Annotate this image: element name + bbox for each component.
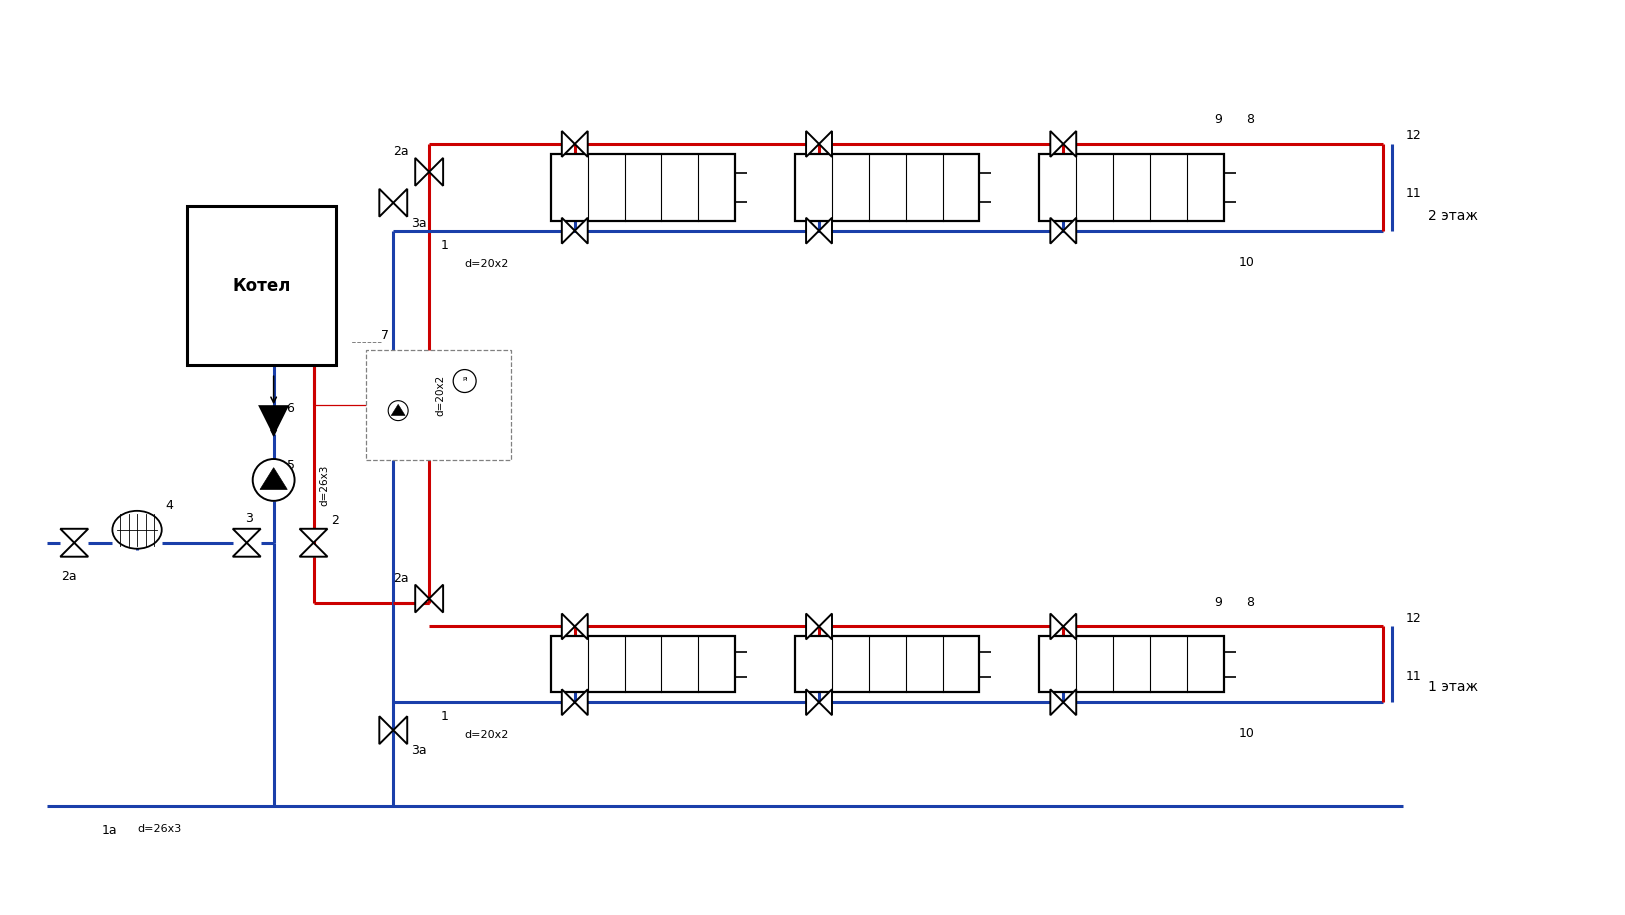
Bar (795, 637, 980, 693)
Polygon shape (416, 158, 429, 186)
Text: 2а: 2а (62, 570, 76, 583)
Text: 4: 4 (166, 499, 172, 511)
Circle shape (388, 401, 408, 421)
Polygon shape (260, 468, 288, 490)
Text: 3а: 3а (411, 217, 427, 230)
Ellipse shape (112, 511, 162, 549)
Text: d=26x3: d=26x3 (136, 824, 182, 834)
Bar (366, 350, 510, 460)
Polygon shape (575, 614, 588, 640)
Bar (551, 154, 734, 221)
Text: 1: 1 (440, 239, 449, 252)
Text: 8: 8 (1246, 113, 1253, 126)
Polygon shape (416, 585, 429, 612)
Text: 1а: 1а (102, 824, 117, 837)
Text: 9: 9 (1214, 596, 1222, 608)
Polygon shape (1050, 614, 1063, 640)
Polygon shape (1050, 131, 1063, 156)
Text: 7: 7 (380, 329, 388, 342)
Text: 2: 2 (332, 514, 340, 527)
Polygon shape (232, 529, 260, 543)
Polygon shape (60, 529, 88, 543)
Text: 10: 10 (1238, 727, 1254, 740)
Text: 2а: 2а (393, 572, 410, 585)
Text: 1 этаж: 1 этаж (1428, 680, 1479, 694)
Text: 12: 12 (1406, 612, 1420, 625)
Polygon shape (819, 614, 832, 640)
Bar (1040, 637, 1224, 693)
Text: Котел: Котел (232, 276, 291, 295)
Polygon shape (379, 716, 393, 744)
Polygon shape (429, 158, 444, 186)
Circle shape (254, 459, 294, 501)
Polygon shape (1050, 689, 1063, 716)
Text: 9: 9 (1214, 113, 1222, 126)
Text: 2а: 2а (393, 145, 410, 158)
Text: 1: 1 (440, 710, 449, 723)
Text: d=20x2: d=20x2 (436, 374, 445, 415)
Polygon shape (819, 689, 832, 716)
Text: 3: 3 (245, 511, 252, 525)
Polygon shape (1063, 689, 1076, 716)
Polygon shape (1063, 218, 1076, 243)
Text: 5: 5 (286, 459, 294, 472)
Bar (187, 206, 336, 365)
Text: d=26x3: d=26x3 (320, 464, 330, 506)
Text: 10: 10 (1238, 255, 1254, 269)
Text: 6: 6 (286, 402, 294, 415)
Polygon shape (806, 218, 819, 243)
Polygon shape (299, 529, 328, 543)
Polygon shape (806, 689, 819, 716)
Polygon shape (819, 218, 832, 243)
Polygon shape (393, 716, 408, 744)
Bar (1040, 154, 1224, 221)
Text: PI: PI (461, 377, 468, 382)
Polygon shape (260, 406, 288, 434)
Polygon shape (299, 543, 328, 556)
Polygon shape (1063, 614, 1076, 640)
Polygon shape (562, 614, 575, 640)
Bar (551, 637, 734, 693)
Polygon shape (562, 131, 575, 156)
Polygon shape (60, 543, 88, 556)
Polygon shape (232, 543, 260, 556)
Polygon shape (1063, 131, 1076, 156)
Polygon shape (562, 689, 575, 716)
Polygon shape (819, 131, 832, 156)
Text: 11: 11 (1406, 188, 1420, 200)
Text: d=20x2: d=20x2 (465, 259, 509, 269)
Polygon shape (575, 131, 588, 156)
Polygon shape (575, 218, 588, 243)
Polygon shape (562, 218, 575, 243)
Polygon shape (1050, 218, 1063, 243)
Polygon shape (392, 404, 405, 415)
Polygon shape (806, 131, 819, 156)
Text: d=20x2: d=20x2 (465, 730, 509, 740)
Text: 8: 8 (1246, 596, 1253, 608)
Polygon shape (393, 188, 408, 217)
Text: 12: 12 (1406, 130, 1420, 143)
Text: 11: 11 (1406, 670, 1420, 683)
Polygon shape (575, 689, 588, 716)
Polygon shape (379, 188, 393, 217)
Polygon shape (429, 585, 444, 612)
Text: 2 этаж: 2 этаж (1428, 209, 1479, 222)
Text: 3а: 3а (411, 744, 427, 757)
Polygon shape (806, 614, 819, 640)
Bar (795, 154, 980, 221)
Circle shape (453, 370, 476, 393)
